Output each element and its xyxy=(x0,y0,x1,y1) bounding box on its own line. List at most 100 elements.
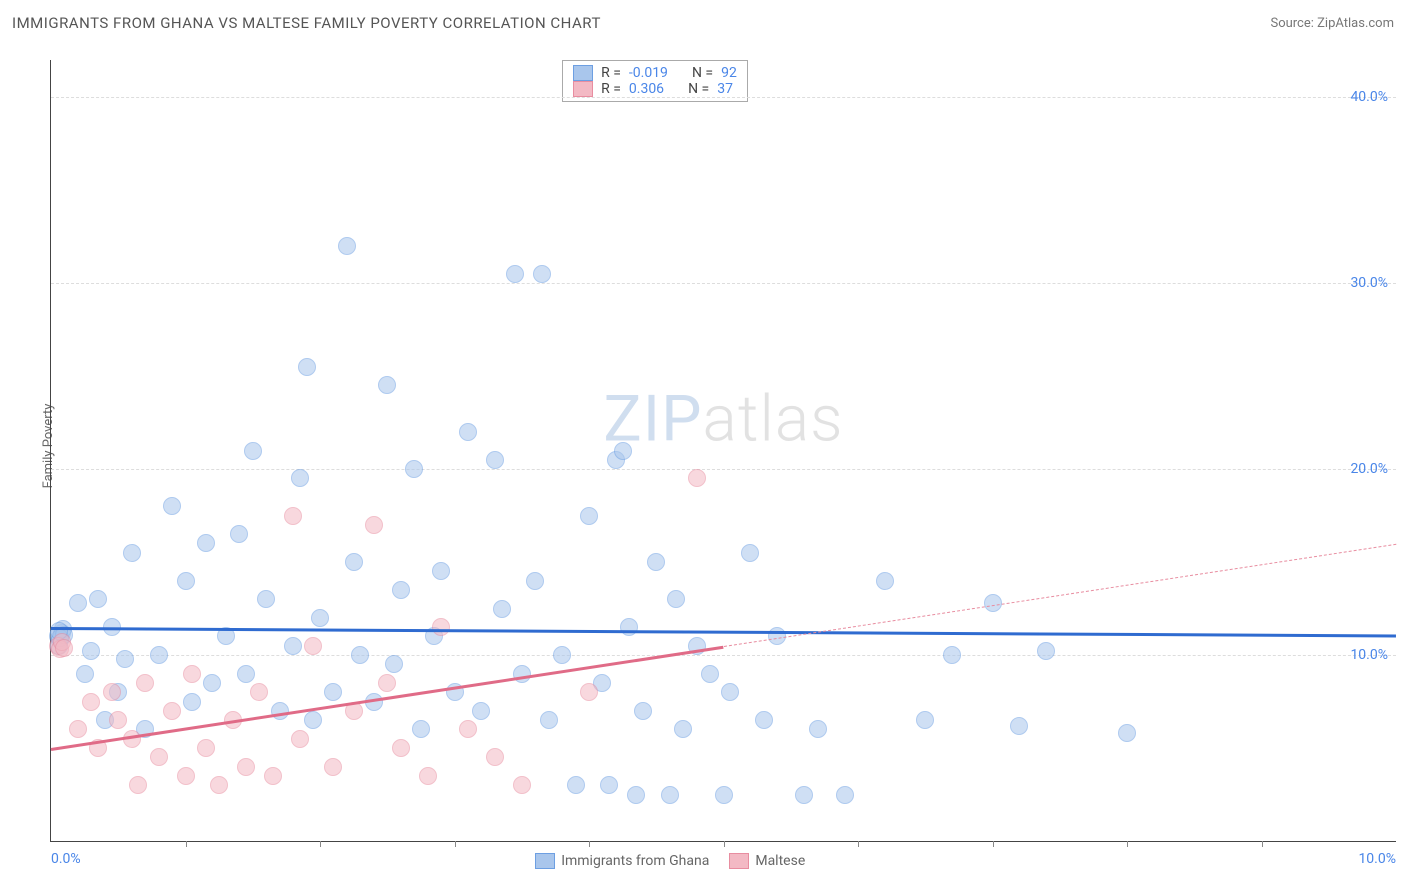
data-point xyxy=(69,594,87,612)
data-point xyxy=(580,507,598,525)
data-point xyxy=(237,665,255,683)
data-point xyxy=(715,786,733,804)
data-point xyxy=(150,646,168,664)
y-tick-label: 10.0% xyxy=(1350,647,1388,663)
stats-row-series2: R = 0.306 N = 37 xyxy=(573,81,737,97)
stats-row-series1: R = -0.019 N = 92 xyxy=(573,65,737,81)
data-point xyxy=(177,767,195,785)
data-point xyxy=(103,683,121,701)
data-point xyxy=(55,639,73,657)
y-tick-label: 40.0% xyxy=(1350,89,1388,105)
data-point xyxy=(123,544,141,562)
data-point xyxy=(311,609,329,627)
data-point xyxy=(324,758,342,776)
stats-n-label: N = xyxy=(688,81,709,97)
data-point xyxy=(627,786,645,804)
stats-n-series2: 37 xyxy=(717,81,733,97)
data-point xyxy=(197,534,215,552)
x-tick-label: 10.0% xyxy=(1358,851,1396,867)
data-point xyxy=(876,572,894,590)
data-point xyxy=(701,665,719,683)
data-point xyxy=(183,693,201,711)
data-point xyxy=(412,720,430,738)
data-point xyxy=(432,618,450,636)
data-point xyxy=(1037,642,1055,660)
stats-n-series1: 92 xyxy=(721,65,737,81)
data-point xyxy=(392,739,410,757)
data-point xyxy=(304,637,322,655)
data-point xyxy=(553,646,571,664)
data-point xyxy=(667,590,685,608)
y-tick-label: 30.0% xyxy=(1350,275,1388,291)
data-point xyxy=(378,376,396,394)
data-point xyxy=(533,265,551,283)
x-minor-tick xyxy=(724,841,725,847)
data-point xyxy=(916,711,934,729)
gridline xyxy=(51,283,1396,284)
data-point xyxy=(836,786,854,804)
data-point xyxy=(203,674,221,692)
data-point xyxy=(1010,717,1028,735)
data-point xyxy=(614,442,632,460)
data-point xyxy=(385,655,403,673)
watermark-atlas: atlas xyxy=(703,382,844,457)
data-point xyxy=(661,786,679,804)
gridline xyxy=(51,655,1396,656)
data-point xyxy=(432,562,450,580)
x-minor-tick xyxy=(320,841,321,847)
data-point xyxy=(472,702,490,720)
data-point xyxy=(486,451,504,469)
x-minor-tick xyxy=(186,841,187,847)
data-point xyxy=(459,423,477,441)
data-point xyxy=(378,674,396,692)
gridline xyxy=(51,97,1396,98)
stats-r-series2: 0.306 xyxy=(629,81,664,97)
x-legend: Immigrants from Ghana Maltese xyxy=(535,853,805,869)
data-point xyxy=(163,497,181,515)
data-point xyxy=(419,767,437,785)
data-point xyxy=(580,683,598,701)
data-point xyxy=(237,758,255,776)
data-point xyxy=(345,553,363,571)
data-point xyxy=(688,469,706,487)
data-point xyxy=(291,730,309,748)
chart-plot-area: ZIPatlas R = -0.019 N = 92 R = 0.306 N =… xyxy=(50,60,1396,842)
chart-header: IMMIGRANTS FROM GHANA VS MALTESE FAMILY … xyxy=(12,8,1394,38)
chart-title: IMMIGRANTS FROM GHANA VS MALTESE FAMILY … xyxy=(12,14,601,32)
data-point xyxy=(89,590,107,608)
stats-r-series1: -0.019 xyxy=(629,65,668,81)
data-point xyxy=(795,786,813,804)
data-point xyxy=(82,642,100,660)
data-point xyxy=(493,600,511,618)
data-point xyxy=(69,720,87,738)
data-point xyxy=(755,711,773,729)
data-point xyxy=(116,650,134,668)
gridline xyxy=(51,469,1396,470)
data-point xyxy=(634,702,652,720)
data-point xyxy=(284,637,302,655)
data-point xyxy=(984,594,1002,612)
x-minor-tick xyxy=(1262,841,1263,847)
data-point xyxy=(526,572,544,590)
stats-legend-box: R = -0.019 N = 92 R = 0.306 N = 37 xyxy=(562,60,748,102)
data-point xyxy=(264,767,282,785)
data-point xyxy=(809,720,827,738)
data-point xyxy=(674,720,692,738)
data-point xyxy=(82,693,100,711)
legend-label-series1: Immigrants from Ghana xyxy=(561,853,709,869)
watermark: ZIPatlas xyxy=(603,382,843,457)
data-point xyxy=(486,748,504,766)
data-point xyxy=(741,544,759,562)
data-point xyxy=(244,442,262,460)
data-point xyxy=(513,776,531,794)
data-point xyxy=(405,460,423,478)
x-minor-tick xyxy=(589,841,590,847)
data-point xyxy=(183,665,201,683)
data-point xyxy=(76,665,94,683)
data-point xyxy=(150,748,168,766)
data-point xyxy=(600,776,618,794)
data-point xyxy=(230,525,248,543)
legend-swatch-series2 xyxy=(729,853,749,869)
data-point xyxy=(136,674,154,692)
data-point xyxy=(271,702,289,720)
